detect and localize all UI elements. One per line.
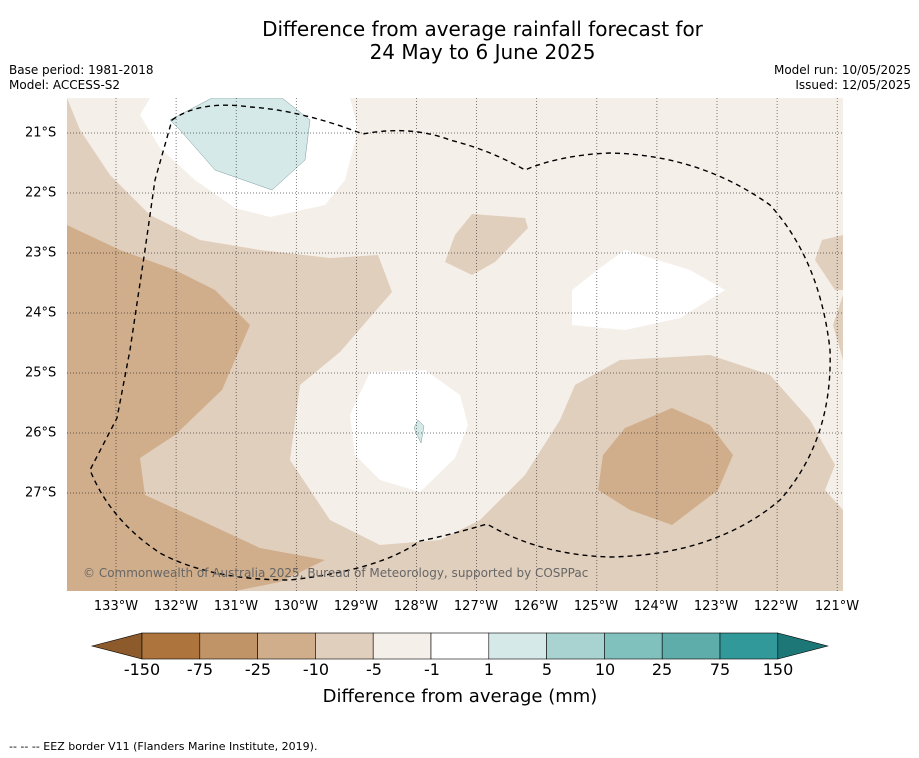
contour-white-east xyxy=(572,250,725,330)
lat-label-25s: 25°S xyxy=(25,365,57,381)
lon-label-125w: 125°W xyxy=(573,599,619,614)
lon-label-133w: 133°W xyxy=(93,599,139,614)
lat-label-23s: 23°S xyxy=(25,245,57,261)
title-line-2: 24 May to 6 June 2025 xyxy=(369,40,596,64)
colorbar-segment xyxy=(199,632,258,660)
colorbar-tick-label: -25 xyxy=(244,660,272,679)
lat-label-21s: 21°S xyxy=(25,125,57,141)
lon-label-127w: 127°W xyxy=(453,599,499,614)
copyright-text: © Commonwealth of Australia 2025, Bureau… xyxy=(83,566,589,580)
base-period-text: Base period: 1981-2018 xyxy=(9,63,154,77)
contour-light-tan-east xyxy=(815,235,843,290)
issued-text: Issued: 12/05/2025 xyxy=(795,78,911,92)
lon-label-128w: 128°W xyxy=(393,599,439,614)
model-text: Model: ACCESS-S2 xyxy=(9,78,121,92)
map-title: Difference from average rainfall forecas… xyxy=(0,18,919,64)
map-area xyxy=(67,98,843,591)
lat-label-26s: 26°S xyxy=(25,425,57,441)
colorbar-tick-label: 10 xyxy=(594,660,616,679)
lat-label-27s: 27°S xyxy=(25,485,57,501)
contour-light-tan-east-2 xyxy=(833,295,843,360)
colorbar-segment xyxy=(604,632,663,660)
lon-label-132w: 132°W xyxy=(153,599,199,614)
contour-medium-tan-west xyxy=(67,225,325,591)
colorbar-segment xyxy=(661,632,721,660)
lon-label-122w: 122°W xyxy=(753,599,799,614)
lat-label-22s: 22°S xyxy=(25,185,57,201)
colorbar-title: Difference from average (mm) xyxy=(322,686,598,707)
lon-label-121w: 121°W xyxy=(814,599,860,614)
contour-medium-tan-east xyxy=(598,408,733,525)
colorbar-tick-label: -75 xyxy=(186,660,214,679)
colorbar-extend-high xyxy=(777,632,829,660)
colorbar-segment xyxy=(719,632,779,660)
meta-right: Model run: 10/05/2025 Issued: 12/05/2025 xyxy=(774,63,911,93)
title-line-1: Difference from average rainfall forecas… xyxy=(262,17,703,41)
contour-light-tan-center xyxy=(445,214,528,275)
contour-light-teal-north xyxy=(169,98,311,191)
colorbar-segment xyxy=(488,632,547,660)
lon-label-123w: 123°W xyxy=(693,599,739,614)
colorbar-segment xyxy=(430,632,490,660)
lon-label-124w: 124°W xyxy=(633,599,679,614)
colorbar-tick-label: -10 xyxy=(302,660,330,679)
colorbar-segment xyxy=(546,632,605,660)
colorbar-tick-label: 1 xyxy=(483,660,495,679)
lon-label-129w: 129°W xyxy=(333,599,379,614)
colorbar-extend-low xyxy=(90,632,143,660)
lat-label-24s: 24°S xyxy=(25,305,57,321)
lon-label-130w: 130°W xyxy=(273,599,319,614)
eez-footnote: -- -- -- EEZ border V11 (Flanders Marine… xyxy=(9,740,318,753)
colorbar-segment xyxy=(372,632,432,660)
gridlines xyxy=(67,98,843,591)
contour-white-center xyxy=(350,370,468,492)
colorbar-tick-label: 75 xyxy=(709,660,731,679)
colorbar-segment xyxy=(257,632,316,660)
lon-label-131w: 131°W xyxy=(213,599,259,614)
colorbar-tick-label: -5 xyxy=(366,660,382,679)
colorbar xyxy=(90,632,829,660)
colorbar-tick-label: 25 xyxy=(651,660,673,679)
colorbar-tick-label: -150 xyxy=(123,660,161,679)
colorbar-segment xyxy=(315,632,374,660)
colorbar-segment xyxy=(141,632,201,660)
colorbar-tick-label: 150 xyxy=(762,660,794,679)
model-run-text: Model run: 10/05/2025 xyxy=(773,63,911,77)
meta-left: Base period: 1981-2018 Model: ACCESS-S2 xyxy=(9,63,154,93)
colorbar-tick-label: -1 xyxy=(424,660,440,679)
lon-label-126w: 126°W xyxy=(513,599,559,614)
colorbar-tick-label: 5 xyxy=(541,660,553,679)
eez-border xyxy=(89,104,831,581)
